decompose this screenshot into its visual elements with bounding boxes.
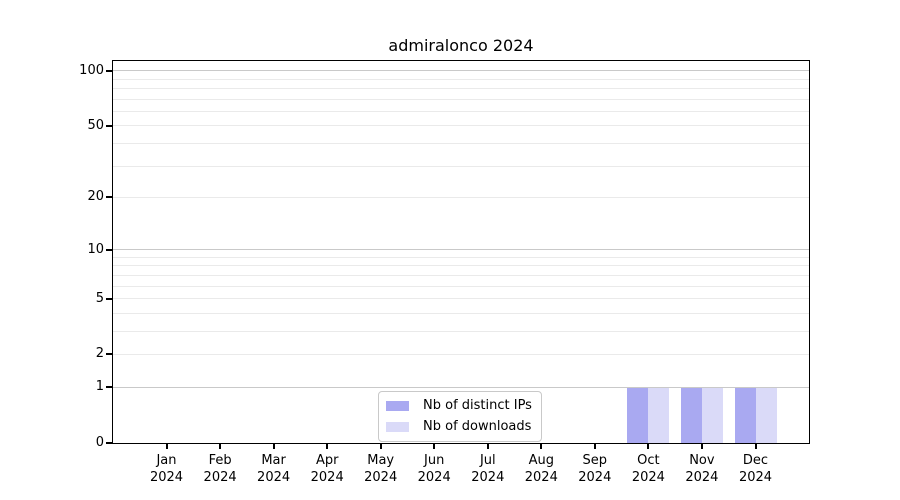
x-tick-month: Nov [689, 453, 715, 468]
x-tick-month: Jan [156, 453, 177, 468]
minor-gridline-y [113, 88, 809, 90]
y-tick-mark [106, 196, 112, 199]
y-tick-label: 5 [95, 290, 104, 306]
minor-gridline-y [113, 353, 809, 355]
minor-gridline-y [113, 285, 809, 287]
x-tick-mark [700, 443, 703, 449]
x-tick-year: 2024 [524, 469, 558, 485]
legend-item-distinct-ips: Nb of distinct IPs [386, 398, 532, 414]
x-tick-label: Jul 2024 [453, 453, 523, 486]
x-tick-mark [219, 443, 222, 449]
minor-gridline-y [113, 196, 809, 198]
legend-swatch-downloads [386, 422, 409, 432]
x-tick-label: Jan 2024 [132, 453, 202, 486]
legend-label-distinct-ips: Nb of distinct IPs [423, 398, 532, 413]
x-tick-label: Apr 2024 [292, 453, 362, 486]
major-gridline-y [113, 249, 809, 251]
x-tick-month: Apr [315, 453, 339, 468]
x-tick-label: May 2024 [346, 453, 416, 486]
y-tick-label: 20 [87, 189, 104, 205]
legend-swatch-distinct-ips [386, 401, 409, 411]
x-tick-label: Feb 2024 [185, 453, 255, 486]
y-tick-mark [106, 386, 112, 389]
x-tick-mark [647, 443, 650, 449]
bar-distinct-ips-nov [680, 387, 702, 443]
legend-label-downloads: Nb of downloads [423, 419, 532, 434]
y-tick-mark [106, 353, 112, 356]
y-tick-label: 50 [87, 117, 104, 133]
bar-downloads-oct [648, 387, 670, 443]
x-tick-year: 2024 [685, 469, 719, 485]
x-tick-month: Dec [742, 453, 769, 468]
chart-title: admiralonco 2024 [388, 36, 534, 55]
minor-gridline-y [113, 110, 809, 112]
x-tick-year: 2024 [257, 469, 291, 485]
x-tick-month: Feb [208, 453, 232, 468]
plot-area: Dec 2024 Nov 2024 Oct 2024 Sep 2024 Aug 2024 Jul 20… [79, 60, 810, 485]
x-tick-mark [593, 443, 596, 449]
y-tick-mark [106, 124, 112, 127]
x-tick-label: Dec 2024 [721, 453, 791, 486]
x-tick-year: 2024 [578, 469, 612, 485]
x-tick-year: 2024 [149, 469, 184, 485]
minor-gridline-y [113, 330, 809, 332]
minor-gridline-y [113, 125, 809, 127]
x-tick-month: May [367, 453, 395, 468]
y-tick-label: 1 [95, 379, 104, 395]
x-tick-mark [379, 443, 382, 449]
minor-gridline-y [113, 98, 809, 100]
x-tick-year: 2024 [417, 469, 451, 485]
minor-gridline-y [113, 143, 809, 144]
minor-gridline-y [113, 274, 809, 276]
y-tick-mark [106, 69, 112, 72]
y-tick-mark [106, 297, 112, 300]
y-tick-mark [106, 442, 112, 444]
x-tick-label: Oct 2024 [613, 453, 683, 486]
y-tick-label: 100 [79, 62, 104, 78]
x-tick-year: 2024 [631, 469, 665, 485]
minor-gridline-y [113, 78, 809, 80]
x-tick-label: Nov 2024 [667, 453, 737, 486]
x-tick-label: Aug 2024 [506, 453, 576, 486]
legend-item-downloads: Nb of downloads [386, 419, 532, 435]
x-tick-month: Mar [261, 453, 286, 468]
x-tick-month: Jul [479, 453, 496, 468]
x-tick-year: 2024 [471, 469, 505, 485]
bar-distinct-ips-dec [734, 387, 756, 443]
x-tick-year: 2024 [738, 469, 773, 485]
x-tick-month: Jun [424, 453, 445, 468]
y-tick-mark [106, 248, 112, 251]
y-tick-label: 10 [87, 241, 104, 257]
bar-distinct-ips-oct [627, 387, 649, 443]
bar-downloads-dec [755, 387, 777, 443]
x-tick-mark [486, 443, 489, 449]
legend: Nb of distinct IPs Nb of downloads [378, 391, 542, 442]
major-gridline-y [113, 386, 809, 388]
x-tick-mark [272, 443, 275, 449]
x-tick-month: Aug [528, 453, 554, 468]
x-tick-label: Mar 2024 [239, 453, 309, 486]
major-gridline-y [113, 70, 809, 72]
x-tick-mark [326, 443, 329, 449]
x-tick-mark [540, 443, 543, 449]
x-tick-year: 2024 [364, 469, 398, 485]
x-tick-year: 2024 [203, 469, 237, 485]
x-tick-mark [754, 443, 757, 449]
minor-gridline-y [113, 265, 809, 267]
x-tick-month: Oct [637, 453, 660, 468]
x-tick-mark [165, 443, 168, 449]
minor-gridline-y [113, 165, 809, 167]
minor-gridline-y [113, 256, 809, 258]
x-tick-label: Jun 2024 [399, 453, 469, 486]
x-tick-label: Sep 2024 [560, 453, 630, 486]
y-tick-label: 2 [95, 346, 104, 362]
minor-gridline-y [113, 312, 809, 314]
minor-gridline-y [113, 298, 809, 299]
y-tick-label: 0 [95, 435, 104, 450]
x-tick-month: Sep [582, 453, 608, 468]
x-tick-year: 2024 [310, 469, 344, 485]
bar-downloads-nov [701, 387, 723, 443]
x-tick-mark [433, 443, 436, 449]
